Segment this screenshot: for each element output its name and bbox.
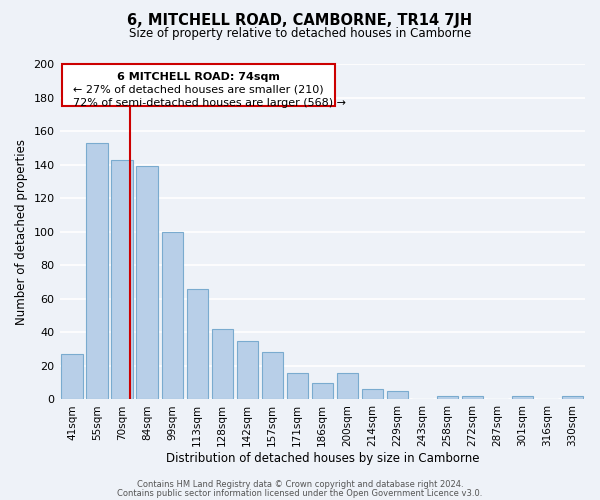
Text: Contains public sector information licensed under the Open Government Licence v3: Contains public sector information licen… (118, 490, 482, 498)
Bar (136, 166, 158, 400)
Bar (61, 354, 83, 400)
Text: Size of property relative to detached houses in Camborne: Size of property relative to detached ho… (129, 28, 471, 40)
Bar (187, 289, 208, 400)
Y-axis label: Number of detached properties: Number of detached properties (15, 138, 28, 324)
Bar (161, 232, 183, 400)
Bar (86, 143, 108, 400)
Bar (262, 352, 283, 400)
Bar (462, 396, 483, 400)
Bar (387, 391, 408, 400)
Bar (362, 390, 383, 400)
FancyBboxPatch shape (62, 64, 335, 106)
Text: Contains HM Land Registry data © Crown copyright and database right 2024.: Contains HM Land Registry data © Crown c… (137, 480, 463, 489)
Bar (437, 396, 458, 400)
Bar (236, 341, 258, 400)
Bar (512, 396, 533, 400)
Bar (112, 160, 133, 400)
Text: 6, MITCHELL ROAD, CAMBORNE, TR14 7JH: 6, MITCHELL ROAD, CAMBORNE, TR14 7JH (127, 12, 473, 28)
Text: 72% of semi-detached houses are larger (568) →: 72% of semi-detached houses are larger (… (73, 98, 346, 108)
Bar (337, 372, 358, 400)
Bar (287, 372, 308, 400)
Bar (562, 396, 583, 400)
Text: ← 27% of detached houses are smaller (210): ← 27% of detached houses are smaller (21… (73, 84, 323, 94)
Bar (311, 382, 333, 400)
Bar (212, 329, 233, 400)
X-axis label: Distribution of detached houses by size in Camborne: Distribution of detached houses by size … (166, 452, 479, 465)
Text: 6 MITCHELL ROAD: 74sqm: 6 MITCHELL ROAD: 74sqm (118, 72, 280, 82)
